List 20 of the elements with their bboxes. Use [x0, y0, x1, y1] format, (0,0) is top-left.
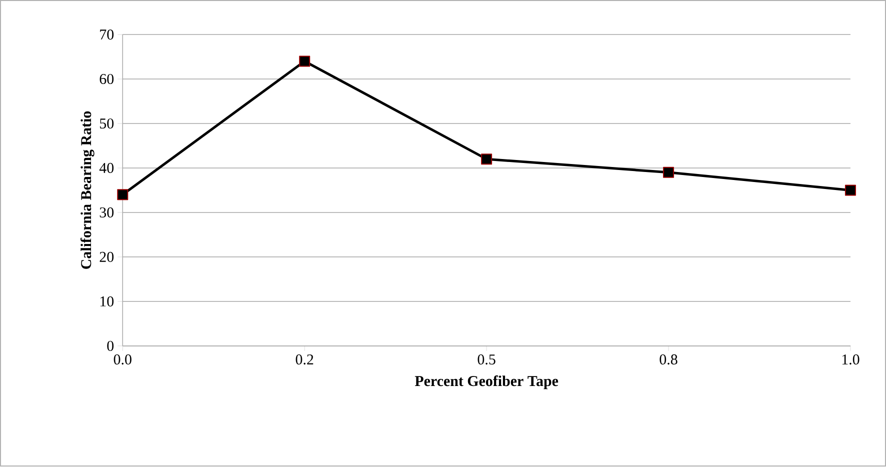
x-tick-label: 0.2	[296, 354, 314, 365]
point	[844, 184, 856, 196]
x-tick-label: 1.0	[842, 354, 860, 365]
x-tick-label: 0.8	[660, 354, 678, 365]
y-tick-label: 60	[100, 74, 114, 84]
y-tick-label: 30	[100, 208, 114, 218]
x-tick-label: 0.5	[478, 354, 496, 365]
y-tick-label: 50	[100, 118, 114, 129]
y-axis-title: California Bearing Ratio	[80, 112, 94, 270]
point	[663, 167, 674, 178]
y-tick-label: 70	[100, 30, 114, 40]
y-tick-label: 0	[107, 341, 114, 352]
point	[481, 154, 492, 165]
point	[117, 189, 128, 200]
y-tick-label: 40	[99, 163, 114, 174]
point	[299, 56, 310, 67]
x-axis-title: Percent Geofiber Tape	[414, 376, 558, 390]
y-tick-label: 10	[100, 296, 114, 307]
x-tick-label: 0.0	[114, 354, 132, 365]
y-tick-label: 20	[100, 252, 114, 262]
